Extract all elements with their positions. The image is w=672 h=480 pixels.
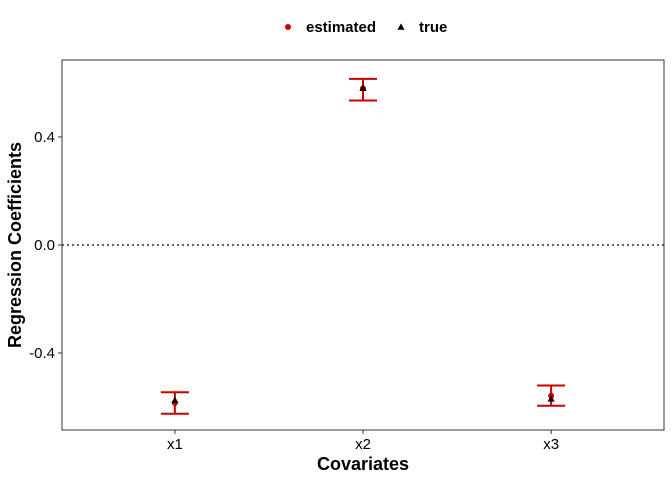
y-tick-label: 0.0 xyxy=(34,237,55,254)
legend-estimated-marker xyxy=(285,24,291,30)
legend-true-label: true xyxy=(419,19,447,36)
x-tick-label: x1 xyxy=(167,436,183,453)
x-tick-label: x2 xyxy=(355,436,371,453)
x-tick-label: x3 xyxy=(543,436,559,453)
legend-true-marker xyxy=(397,23,405,30)
error-bar-group xyxy=(537,384,566,407)
true-point xyxy=(547,395,555,402)
y-tick-label: -0.4 xyxy=(29,345,55,362)
legend-estimated-label: estimated xyxy=(306,19,376,36)
error-bar-group xyxy=(349,77,377,102)
data-marks xyxy=(160,77,566,415)
legend: estimated true xyxy=(285,19,447,36)
true-point xyxy=(171,396,179,403)
y-tick-label: 0.4 xyxy=(34,129,55,146)
x-axis: x1 x2 x3 xyxy=(167,430,559,453)
x-axis-title: Covariates xyxy=(317,454,409,474)
error-bar-group xyxy=(160,391,189,415)
y-axis: 0.4 0.0 -0.4 xyxy=(29,129,62,362)
y-axis-title: Regression Coefficients xyxy=(5,142,25,348)
true-point xyxy=(359,84,367,92)
